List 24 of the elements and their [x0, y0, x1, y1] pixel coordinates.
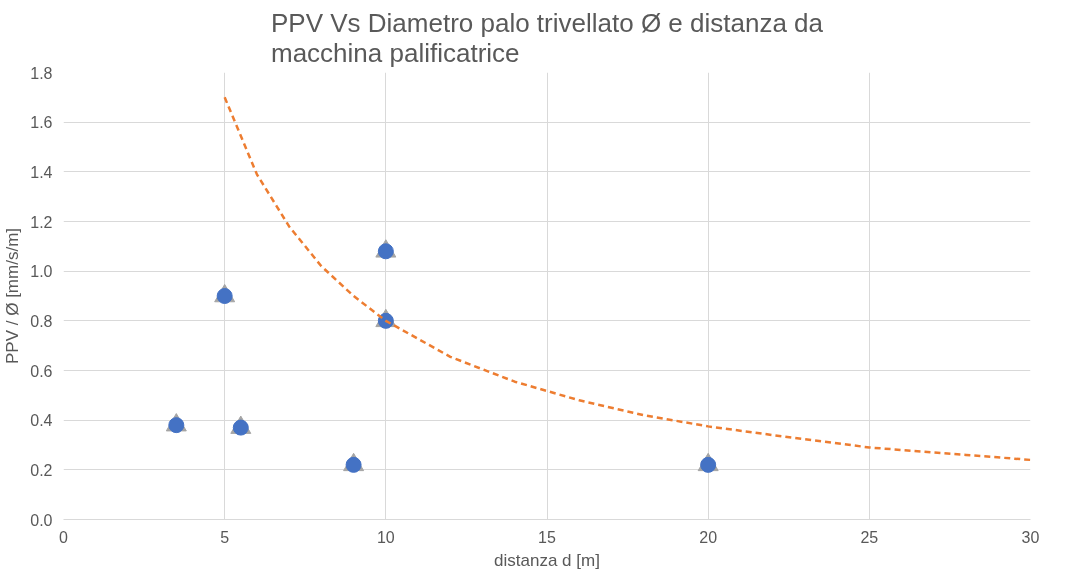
y-tick-label: 1.4: [30, 163, 53, 181]
y-tick-label: 1.6: [30, 114, 53, 132]
x-tick-label: 10: [376, 528, 395, 546]
y-tick-label: 0.8: [30, 312, 53, 330]
y-tick-label: 0.4: [30, 412, 53, 430]
x-tick-label: 15: [538, 528, 556, 546]
x-tick-label: 25: [860, 528, 879, 546]
y-tick-label: 1.8: [30, 64, 53, 82]
x-axis-title: distanza d [m]: [494, 550, 600, 570]
line-series: [223, 96, 1031, 462]
point: [168, 417, 185, 434]
y-tick-label: 0.0: [30, 511, 53, 529]
point: [216, 288, 233, 304]
chart-title: PPV Vs Diametro palo trivellato Ø e distanza da macchina palificatrice: [270, 7, 824, 68]
point: [377, 243, 394, 260]
x-tick-label: 5: [220, 528, 230, 546]
y-tick-label: 1.0: [30, 263, 53, 281]
y-tick-label: 1.2: [30, 213, 53, 231]
y-axis-title: PPV / Ø [mm/s/m]: [3, 227, 23, 364]
x-tick-label: 30: [1021, 528, 1040, 546]
x-tick-label: 20: [699, 528, 718, 546]
y-tick-label: 0.6: [30, 362, 53, 380]
y-tick-label: 0.2: [30, 461, 53, 479]
x-tick-label: 0: [59, 528, 69, 546]
